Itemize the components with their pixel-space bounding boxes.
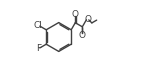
Text: F: F [36, 44, 41, 53]
Text: O: O [79, 31, 86, 40]
Text: O: O [72, 10, 79, 19]
Text: Cl: Cl [34, 21, 42, 30]
Text: O: O [85, 15, 92, 24]
